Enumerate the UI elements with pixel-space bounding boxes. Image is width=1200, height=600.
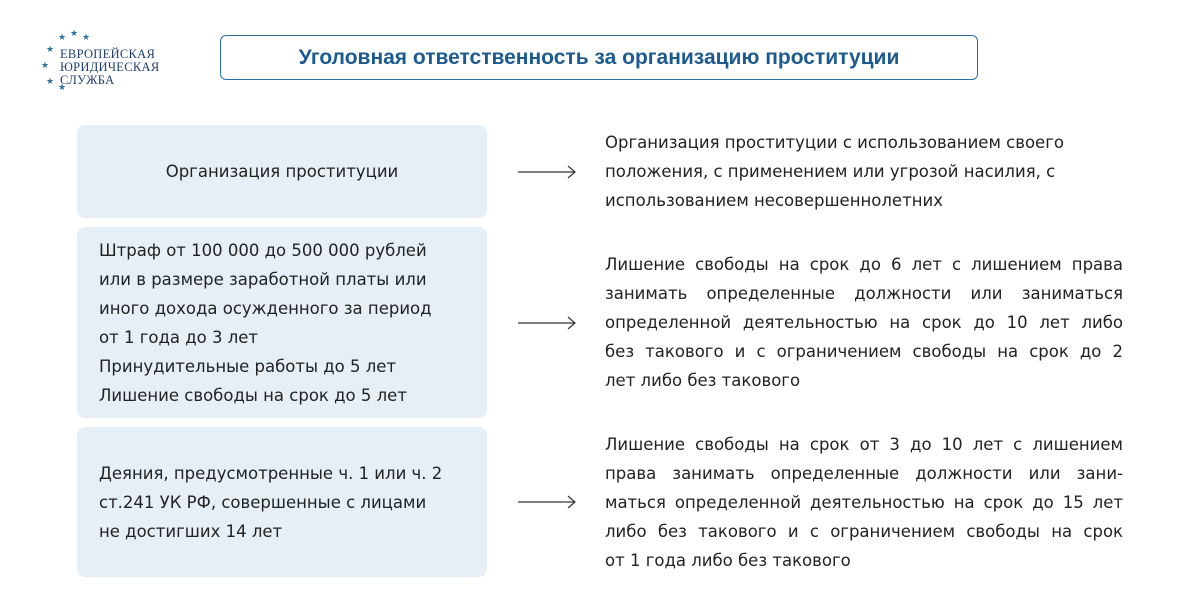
right-line: маться определенной деятельностью на сро… [605,492,1123,512]
right-line: лет либо без такового [605,371,801,390]
left-line: Деяния, предусмотренные ч. 1 или ч. 2 [99,463,443,483]
right-text: Лишение свободы на срок до 6 лет с лишен… [605,227,1123,418]
svg-text:★: ★ [46,45,54,55]
logo: ЕВРОПЕЙСКАЯ ЮРИДИЧЕСКАЯ СЛУЖБА [60,48,159,87]
right-line: либо без такового и с ограничением свобо… [605,521,1123,541]
svg-text:★: ★ [58,33,66,43]
svg-text:★: ★ [46,77,54,87]
right-text: Организация проституции с использованием… [605,125,1123,218]
right-line: занимать определенные должности или зани… [605,284,1123,303]
right-line: Лишение свободы на срок до 6 лет с лишен… [605,255,1123,274]
svg-text:★: ★ [82,33,90,43]
left-line: ст.241 УК РФ, совершенные с лицами [99,492,427,512]
left-box: Организация проституции [77,125,487,218]
right-line: положения, с применением или угрозой нас… [605,162,1056,181]
left-line: от 1 года до 3 лет [99,327,259,347]
title: Уголовная ответственность за организацию… [220,35,978,80]
left-line: Принудительные работы до 5 лет [99,356,397,376]
left-box: Деяния, предусмотренные ч. 1 или ч. 2 ст.… [77,427,487,577]
arrow [518,165,576,178]
left-line: Организация проституции [165,162,399,181]
arrow [518,495,576,509]
right-line: Организация проституции с использованием… [605,133,1064,152]
right-line: без такового и с ограничением свободы на… [605,342,1123,361]
svg-text:★: ★ [70,29,78,39]
right-line: использованием несовершеннолетних [605,191,943,210]
left-line: Штраф от 100 000 до 500 000 рублей [99,240,427,260]
right-line: Лишение свободы на срок от 3 до 10 лет с… [605,434,1123,454]
svg-text:★: ★ [58,83,66,92]
right-line: от 1 года либо без такового [605,550,851,570]
logo-line: ЮРИДИЧЕСКАЯ [60,60,160,74]
right-line: определенной деятельностью на срок до 10… [605,313,1123,332]
logo-stars: ★ ★ ★ ★ ★ ★ ★ [41,29,90,92]
left-line: не достигших 14 лет [99,521,283,541]
logo-line: ЕВРОПЕЙСКАЯ [60,47,156,61]
left-line: Лишение свободы на срок до 5 лет [99,385,407,405]
left-line: или в размере заработной платы или [99,269,427,289]
svg-text:★: ★ [41,61,49,71]
left-box: Штраф от 100 000 до 500 000 рублей или в … [77,227,487,418]
arrow [518,316,576,329]
logo-line: СЛУЖБА [60,73,115,87]
left-line: иного дохода осужденного за период [99,298,432,318]
right-line: права занимать определенные должности ил… [605,463,1123,483]
right-text: Лишение свободы на срок от 3 до 10 лет с… [605,427,1123,577]
